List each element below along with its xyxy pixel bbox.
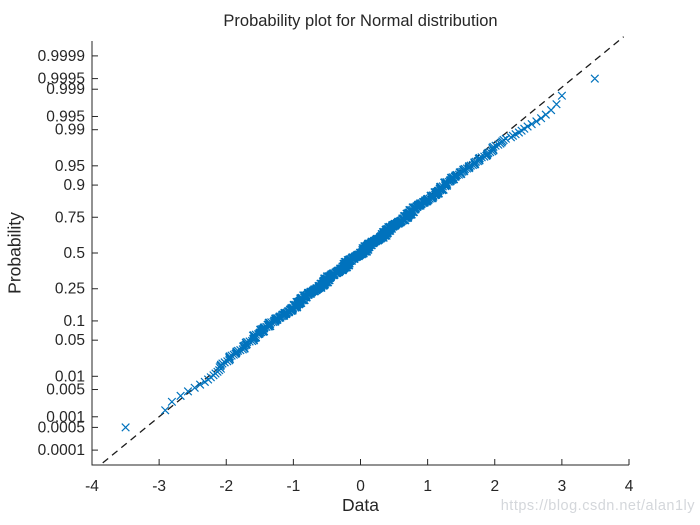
y-tick-label: 0.0005	[38, 419, 85, 436]
y-tick-label: 0.995	[46, 108, 85, 125]
x-markers	[121, 74, 600, 432]
y-tick-label: 0.95	[55, 158, 85, 175]
y-tick-label: 0.001	[46, 409, 85, 426]
y-tick-label: 0.5	[63, 245, 85, 262]
x-axis-label: Data	[342, 495, 379, 515]
y-tick-label: 0.1	[63, 313, 85, 330]
x-tick-label: 1	[423, 478, 432, 495]
x-tick-label: -2	[219, 478, 233, 495]
y-tick-label: 0.75	[55, 209, 85, 226]
y-tick-label: 0.999	[46, 81, 85, 98]
chart-title: Probability plot for Normal distribution	[223, 12, 498, 30]
x-tick-label: -1	[286, 478, 300, 495]
y-tick-label: 0.05	[55, 332, 85, 349]
x-tick-label: 3	[558, 478, 567, 495]
y-tick-label: 0.9995	[38, 71, 85, 88]
y-tick-label: 0.9	[63, 177, 85, 194]
y-tick-label: 0.9999	[38, 48, 85, 65]
data-points	[121, 74, 600, 432]
x-tick-label: 2	[490, 478, 499, 495]
watermark: https://blog.csdn.net/alan1ly	[500, 498, 695, 514]
x-tick-label: -4	[85, 478, 99, 495]
x-tick-label: 4	[625, 478, 634, 495]
x-tick-label: -3	[152, 478, 166, 495]
y-tick-label: 0.99	[55, 122, 85, 139]
y-tick-label: 0.01	[55, 368, 85, 385]
y-tick-label: 0.0001	[38, 442, 85, 459]
x-tick-label: 0	[356, 478, 365, 495]
y-tick-label: 0.25	[55, 281, 85, 298]
axes	[91, 41, 630, 466]
y-axis-label: Probability	[4, 212, 25, 294]
y-tick-label: 0.005	[46, 382, 85, 399]
